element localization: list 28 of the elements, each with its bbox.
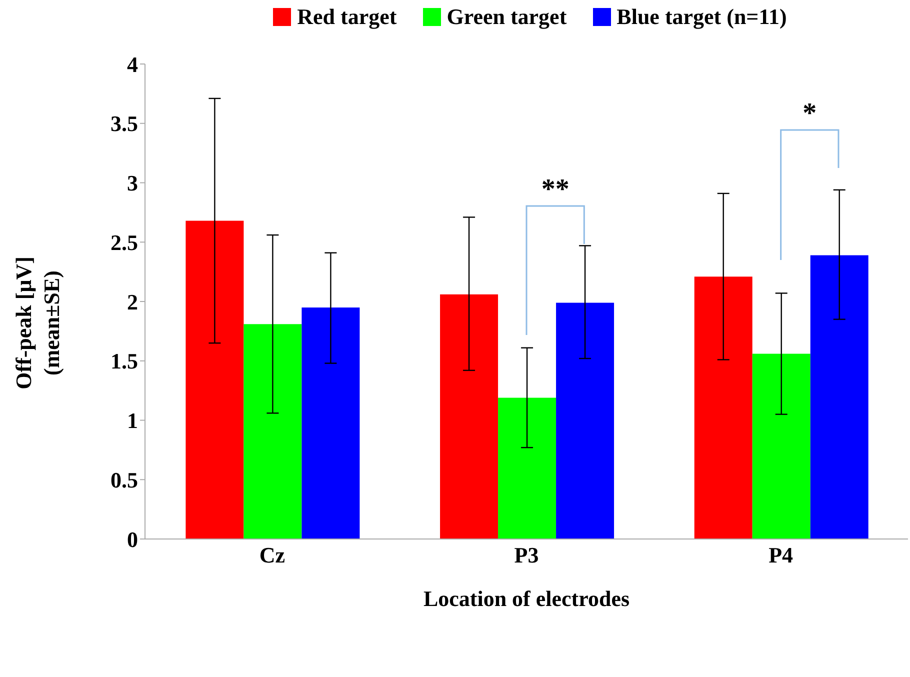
legend-label: Green target — [446, 4, 567, 30]
bar — [556, 302, 614, 539]
x-tick-label: P4 — [768, 542, 794, 568]
bar — [694, 276, 752, 539]
legend-label: Red target — [297, 4, 397, 30]
bar — [498, 398, 556, 539]
x-axis-title: Location of electrodes — [423, 586, 630, 611]
y-tick-label: 3 — [127, 170, 138, 196]
bar — [752, 354, 810, 539]
x-tick-label: Cz — [259, 542, 286, 568]
bar — [810, 255, 868, 539]
y-tick-label: 2 — [127, 289, 138, 314]
bar — [302, 307, 360, 539]
annotation: ** — [541, 174, 570, 205]
legend-label: Blue target (n=11) — [616, 4, 787, 30]
y-tick-label: 3.5 — [110, 111, 138, 136]
x-tick-label: P3 — [514, 542, 539, 568]
bar — [186, 220, 244, 539]
annotation: * — [802, 98, 817, 129]
y-tick-label: 1 — [127, 408, 138, 434]
y-tick-label: 0.5 — [110, 467, 138, 492]
bar — [440, 294, 498, 539]
y-tick-label: 1.5 — [110, 348, 138, 374]
y-tick-label: 0 — [127, 526, 138, 552]
y-tick-label: 2.5 — [110, 230, 138, 255]
y-tick-label: 4 — [127, 52, 138, 77]
bar — [244, 324, 302, 539]
y-axis-title: Off-peak [μV] (mean±SE) — [10, 256, 65, 392]
